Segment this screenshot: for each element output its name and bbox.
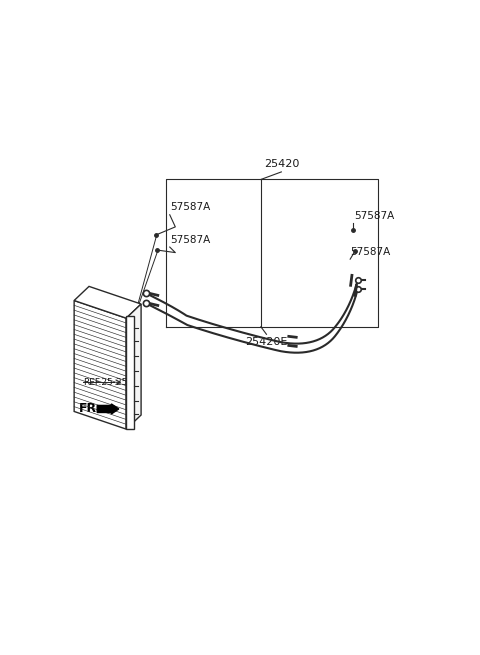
Text: 25420E: 25420E [245, 337, 288, 347]
Text: 57587A: 57587A [350, 247, 390, 257]
Polygon shape [74, 286, 141, 318]
Text: FR.: FR. [79, 402, 102, 415]
Text: 57587A: 57587A [170, 235, 210, 245]
Text: 57587A: 57587A [354, 211, 394, 221]
FancyArrow shape [97, 404, 119, 414]
Text: REF.25-253: REF.25-253 [83, 378, 133, 386]
Polygon shape [126, 304, 141, 429]
Text: 57587A: 57587A [170, 202, 210, 212]
Polygon shape [126, 316, 133, 429]
Text: 25420: 25420 [264, 159, 299, 170]
